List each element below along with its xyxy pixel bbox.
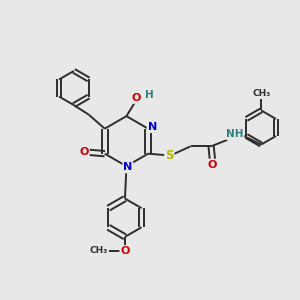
Text: CH₃: CH₃ [90, 247, 108, 256]
Text: N: N [123, 162, 133, 172]
Text: N: N [148, 122, 157, 132]
Text: CH₃: CH₃ [252, 89, 270, 98]
Text: NH: NH [226, 129, 243, 139]
Text: H: H [145, 90, 154, 100]
Text: O: O [120, 246, 130, 256]
Text: S: S [165, 149, 174, 162]
Text: O: O [80, 147, 89, 157]
Text: O: O [208, 160, 217, 170]
Text: O: O [131, 93, 141, 103]
